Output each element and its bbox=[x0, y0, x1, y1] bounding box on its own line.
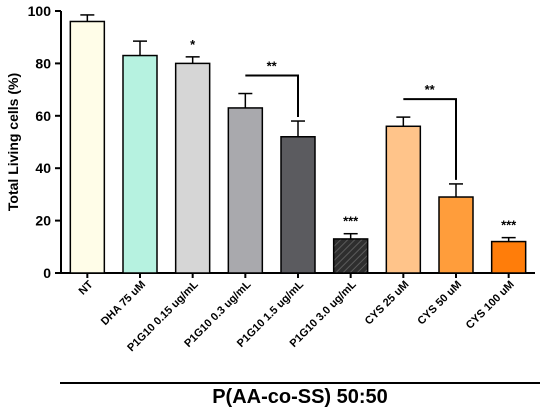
bar bbox=[174, 62, 211, 274]
y-tick-label: 20 bbox=[35, 213, 51, 229]
bar bbox=[332, 238, 369, 274]
y-tick-label: 60 bbox=[35, 108, 51, 124]
bar bbox=[385, 125, 422, 274]
x-axis-label: P(AA-co-SS) 50:50 bbox=[212, 386, 388, 408]
y-tick-label: 80 bbox=[35, 55, 51, 71]
significance-label: * bbox=[190, 37, 196, 52]
bar bbox=[122, 54, 158, 274]
bar bbox=[490, 240, 527, 274]
significance-bracket bbox=[403, 98, 457, 180]
bar bbox=[227, 107, 264, 274]
significance-bracket bbox=[245, 74, 299, 118]
bar bbox=[69, 20, 106, 274]
bracket-label: ** bbox=[267, 59, 278, 74]
y-tick-label: 100 bbox=[28, 3, 52, 19]
annotations: **** ******* bbox=[190, 37, 517, 233]
bracket-label: ** bbox=[425, 82, 436, 97]
y-axis-label: Total Living cells (%) bbox=[5, 73, 21, 211]
bar bbox=[438, 196, 474, 274]
significance-label: *** bbox=[501, 218, 517, 233]
x-tick-label: CYS 50 uM bbox=[415, 279, 464, 328]
x-tick-label: CYS 25 uM bbox=[363, 279, 412, 328]
x-tick-label: DHA 75 uM bbox=[99, 279, 148, 328]
significance-label: *** bbox=[343, 214, 359, 229]
y-tick-label: 0 bbox=[43, 265, 51, 281]
x-tick-label: CYS 100 uM bbox=[464, 279, 517, 332]
y-tick-label: 40 bbox=[35, 160, 51, 176]
x-tick-label: NT bbox=[77, 278, 96, 297]
bars bbox=[69, 14, 527, 274]
x-axis-group-line bbox=[60, 382, 540, 384]
bar bbox=[280, 136, 316, 274]
